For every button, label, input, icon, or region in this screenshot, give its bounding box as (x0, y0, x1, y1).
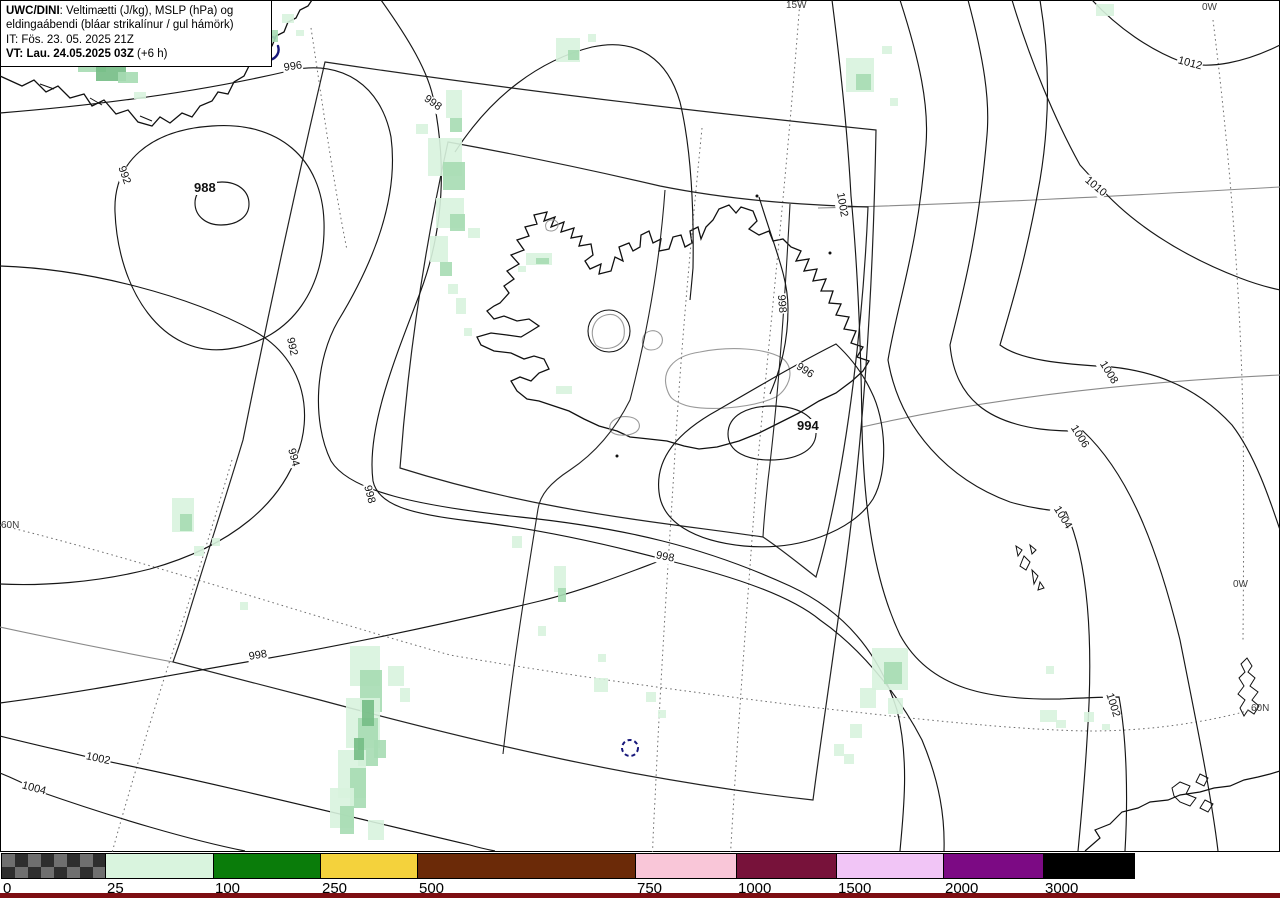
meridian-dotted-2 (652, 127, 703, 852)
isobar-996-se-loop (657, 343, 885, 548)
map-area: 988 994 992 992 994 996 998 998 998 998 996 998 1002… (0, 0, 1280, 852)
legend-segment-2000 (943, 853, 1045, 879)
bottom-strip (0, 893, 1280, 898)
legend-tick-label: 1000 (738, 880, 772, 897)
glacier-vatnajokull (665, 348, 791, 409)
glacier-drangajokull (545, 219, 559, 232)
legend-segment-500 (417, 853, 637, 879)
isobar-996-nw (0, 67, 906, 852)
legend-tick-label: 2000 (945, 880, 979, 897)
legend-tick-label: 0 (3, 880, 12, 897)
legend-tick-label: 100 (215, 880, 241, 897)
cape-colorbar-legend: 0 25 100 250 500 750 1000 1500 2000 3000 (0, 852, 1280, 898)
lightning-dashed-circle (621, 739, 639, 757)
legend-segment-1000 (736, 853, 838, 879)
glacier-hofsjokull (641, 330, 663, 351)
isobar-1002-east (831, 0, 1128, 852)
shetland-islands (1237, 657, 1260, 717)
meridian-dotted-sw (111, 459, 233, 852)
contour-closed-langjokull (587, 309, 631, 353)
legend-tick-label: 500 (419, 880, 445, 897)
domain-box-outer (172, 61, 877, 801)
scotland-coastline (1084, 770, 1280, 852)
glacier-myrdalsjokull (609, 416, 640, 436)
map-canvas (0, 0, 1280, 852)
legend-segment-250 (320, 853, 419, 879)
faroe-islands (1015, 543, 1045, 591)
title-line-2: eldingaábendi (bláar strikalínur / gul h… (6, 19, 234, 32)
isobar-994-west (0, 265, 306, 586)
isobar-1008-east (999, 0, 1280, 531)
legend-segment-750 (635, 853, 738, 879)
legend-tick-label: 250 (322, 880, 348, 897)
domain-divider-west (502, 189, 666, 755)
isobar-1012-east (1091, 0, 1280, 66)
isobar-1006-east (949, 0, 1219, 852)
legend-segment-0 (1, 853, 107, 879)
isobar-1010-east (1011, 0, 1280, 291)
legend-tick-label: 25 (107, 880, 124, 897)
legend-tick-label: 3000 (1045, 880, 1079, 897)
legend-segment-3000 (1043, 853, 1135, 879)
islet-grimsey (755, 194, 759, 198)
parallel-gray-b (861, 374, 1280, 428)
meridian-dotted-nw (310, 27, 348, 251)
legend-tick-label: 1500 (838, 880, 872, 897)
greenland-coastline (0, 0, 313, 127)
legend-tick-label: 750 (637, 880, 663, 897)
map-title-box: UWC/DINI: Veltimætti (J/kg), MSLP (hPa) … (0, 0, 272, 67)
legend-segment-100 (213, 853, 322, 879)
isobar-988 (194, 181, 250, 226)
greenland-fjord-2 (89, 97, 103, 106)
isobar-1002-sw (0, 735, 496, 852)
domain-box-inner (399, 141, 869, 579)
isobar-998-sw (0, 559, 663, 704)
isobar-998-se (758, 196, 789, 395)
isobar-1000-east (454, 44, 694, 301)
iceland-coastline (476, 204, 870, 450)
init-time: IT: Fös. 23. 05. 2025 21Z (6, 33, 134, 46)
isobar-992-loop (114, 124, 325, 351)
islet-east (828, 251, 832, 255)
islet-vestmannaeyjar (615, 454, 619, 458)
isobar-1004-sw (0, 772, 246, 852)
greenland-fjord-1 (39, 83, 55, 90)
meridian-dotted-1 (730, 0, 801, 852)
parallel-gray-c (0, 626, 174, 663)
glacier-langjokull (591, 313, 625, 349)
parallel-gray-a (817, 186, 1280, 209)
meridian-dotted-0w (1212, 19, 1245, 641)
legend-segment-25 (105, 853, 215, 879)
title-line-1: UWC/DINI: Veltimætti (J/kg), MSLP (hPa) … (6, 5, 234, 17)
greenland-fjord-3 (139, 115, 153, 122)
orkney-islands (1171, 773, 1214, 813)
valid-time: VT: Lau. 24.05.2025 03Z (+6 h) (6, 48, 168, 61)
isobar-994-se-low (727, 405, 817, 461)
legend-segment-1500 (836, 853, 945, 879)
product-name: UWC/DINI (6, 5, 60, 17)
isobar-1004-east (887, 0, 1091, 852)
domain-divider-east (762, 203, 791, 538)
